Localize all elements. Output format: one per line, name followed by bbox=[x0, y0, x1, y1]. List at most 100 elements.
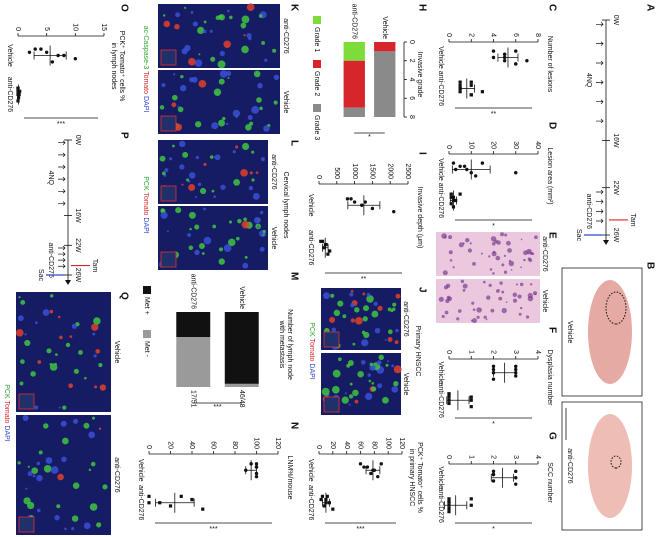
inset bbox=[323, 396, 340, 413]
nucleus bbox=[519, 306, 523, 310]
cell bbox=[229, 15, 233, 20]
data-point bbox=[73, 57, 78, 61]
cell bbox=[197, 26, 205, 35]
cell bbox=[337, 300, 344, 307]
cell bbox=[331, 327, 337, 332]
cell bbox=[243, 217, 247, 222]
image-label: Vehicle bbox=[282, 91, 289, 114]
nucleus bbox=[501, 263, 505, 267]
dose-arrow bbox=[596, 209, 604, 214]
cell bbox=[251, 150, 255, 154]
panel-label: F bbox=[546, 327, 557, 333]
chart-title: Number of lesions bbox=[546, 36, 553, 93]
cell bbox=[368, 379, 372, 383]
cell bbox=[73, 368, 79, 374]
cell bbox=[219, 70, 228, 78]
dose-arrow bbox=[58, 263, 66, 269]
nucleus bbox=[476, 315, 480, 319]
nucleus bbox=[534, 235, 538, 240]
cell bbox=[181, 183, 184, 186]
data-point bbox=[320, 494, 325, 498]
cell bbox=[166, 230, 169, 233]
cell bbox=[172, 144, 175, 148]
cell bbox=[179, 84, 187, 92]
nucleus bbox=[467, 248, 472, 253]
cell bbox=[218, 14, 225, 21]
nucleus bbox=[488, 283, 492, 287]
photo-label: Vehicle bbox=[566, 321, 573, 344]
y-tick-label: 2000 bbox=[386, 163, 393, 179]
data-point bbox=[179, 494, 183, 498]
bar-segment bbox=[374, 42, 396, 52]
y-tick-label: 0 bbox=[315, 445, 322, 449]
cell bbox=[256, 97, 262, 103]
image-label: Vehicle bbox=[270, 227, 277, 250]
cell bbox=[194, 249, 200, 256]
micrograph bbox=[158, 4, 280, 68]
chart-title: Lesion area (mm²) bbox=[546, 147, 553, 204]
lesion-outline bbox=[610, 455, 622, 469]
cell bbox=[321, 387, 330, 396]
cell bbox=[71, 527, 75, 531]
x-tick-label: 4 bbox=[408, 78, 415, 82]
cell bbox=[329, 316, 336, 323]
panel-label: B bbox=[644, 262, 655, 269]
cell bbox=[95, 349, 101, 354]
data-point bbox=[16, 86, 20, 90]
y-tick-label: 80 bbox=[231, 441, 238, 449]
nucleus bbox=[471, 319, 474, 322]
cell bbox=[36, 474, 43, 482]
data-point bbox=[147, 494, 151, 498]
cell bbox=[393, 381, 399, 387]
x-tick-label: 8 bbox=[408, 115, 415, 119]
data-point bbox=[502, 52, 507, 56]
y-tick-label: 80 bbox=[370, 441, 377, 449]
dose-arrow bbox=[596, 199, 604, 204]
nucleus bbox=[503, 254, 507, 257]
cell bbox=[264, 58, 268, 62]
nucleus bbox=[499, 281, 503, 285]
nucleus bbox=[452, 266, 455, 269]
cell bbox=[347, 360, 354, 366]
cell bbox=[338, 357, 342, 362]
cell bbox=[179, 164, 185, 170]
panel-label: A bbox=[644, 4, 655, 11]
chart-title: LNM%/mouse bbox=[286, 456, 293, 500]
dose-arrow bbox=[596, 41, 604, 46]
data-point bbox=[469, 503, 473, 507]
stain-name: DAPI bbox=[308, 363, 315, 379]
data-point bbox=[458, 164, 462, 169]
nucleus bbox=[472, 318, 477, 324]
cell bbox=[253, 70, 261, 78]
cell bbox=[228, 220, 233, 224]
image-label: Vehicle bbox=[541, 290, 548, 313]
cell bbox=[91, 323, 99, 331]
data-point bbox=[319, 497, 323, 502]
cell bbox=[22, 415, 29, 421]
cell bbox=[159, 155, 166, 162]
cell bbox=[273, 100, 278, 105]
bar-segment bbox=[374, 51, 396, 117]
cell bbox=[189, 77, 195, 83]
cell bbox=[93, 354, 97, 358]
y-tick-label: 0 bbox=[445, 350, 452, 354]
cell bbox=[186, 178, 190, 182]
image-title: Primary HNSCC bbox=[414, 326, 421, 377]
nucleus bbox=[519, 282, 524, 287]
data-point bbox=[491, 472, 496, 477]
y-tick-label: 0 bbox=[445, 145, 452, 149]
nucleus bbox=[485, 318, 488, 321]
nucleus bbox=[492, 250, 496, 254]
panel-label: J bbox=[416, 287, 427, 293]
tongue bbox=[588, 414, 632, 518]
cell bbox=[369, 362, 374, 367]
image-label: Vehicle bbox=[113, 341, 120, 364]
cell bbox=[61, 456, 67, 463]
bar-segment bbox=[343, 60, 365, 108]
cell bbox=[34, 321, 38, 325]
cell bbox=[203, 207, 207, 211]
dose-arrow bbox=[596, 118, 604, 124]
cell bbox=[272, 48, 277, 53]
nucleus bbox=[527, 257, 531, 261]
stain-name: DAPI bbox=[3, 425, 10, 441]
